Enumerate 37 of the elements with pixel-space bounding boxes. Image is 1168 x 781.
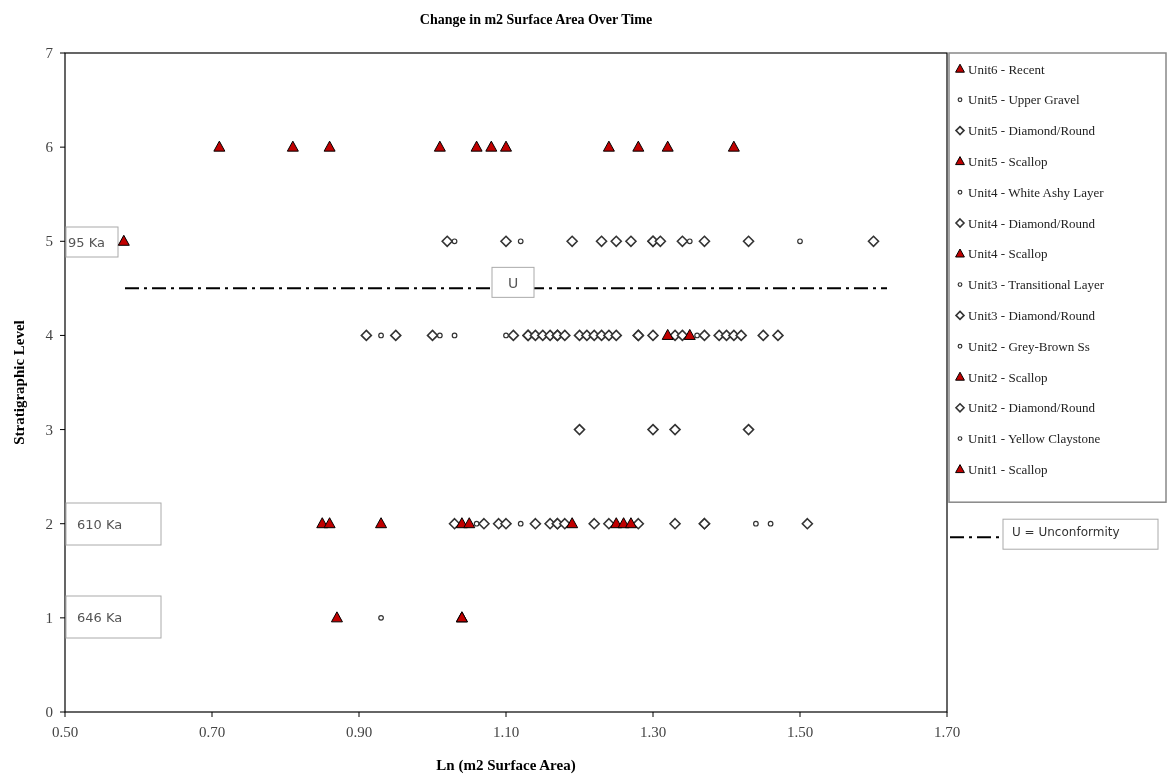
legend-label: Unit2 - Grey-Brown Ss (968, 338, 1090, 354)
x-tick-label: 1.30 (639, 724, 667, 740)
y-tick-label: 3 (45, 421, 53, 438)
legend-label: Unit5 - Diamond/Round (968, 123, 1096, 139)
legend-label: Unit4 - Scallop (968, 246, 1048, 262)
legend-label: Unit2 - Scallop (968, 369, 1048, 385)
x-tick-label: 1.50 (786, 724, 814, 740)
x-tick-label: 0.70 (198, 724, 226, 740)
legend-label: Unit5 - Scallop (968, 153, 1048, 169)
ref-line-label: U (507, 275, 519, 292)
legend-label: Unit3 - Transitional Layer (968, 277, 1105, 293)
legend-label: Unit1 - Scallop (968, 461, 1048, 477)
y-tick-label: 6 (45, 139, 54, 156)
x-tick-label: 1.10 (492, 724, 520, 740)
legend-label: Unit2 - Diamond/Round (968, 400, 1096, 416)
text: U = Unconformity (1012, 525, 1120, 540)
legend-label: Unit4 - White Ashy Layer (968, 184, 1105, 200)
y-tick-label: 5 (45, 233, 53, 250)
annotation: 646 Ka (77, 610, 123, 625)
y-tick-label: 0 (45, 704, 53, 720)
legend-label: Unit1 - Yellow Claystone (968, 431, 1101, 447)
y-tick-label: 2 (45, 515, 53, 532)
chart-title: Change in m2 Surface Area Over Time (419, 12, 653, 27)
x-tick-label: 0.50 (51, 724, 79, 740)
legend-label: Unit6 - Recent (968, 61, 1045, 77)
y-axis-title: Stratigraphic Level (11, 320, 27, 445)
annotation: 610 Ka (77, 517, 123, 532)
y-tick-label: 7 (45, 45, 54, 61)
x-axis-title: Ln (m2 Surface Area) (436, 757, 576, 774)
legend-label: Unit3 - Diamond/Round (968, 307, 1096, 323)
y-tick-label: 1 (45, 609, 53, 626)
legend-label: Unit4 - Diamond/Round (968, 215, 1096, 231)
annotation: 95 Ka (68, 235, 105, 250)
x-tick-label: 1.70 (933, 724, 961, 740)
x-tick-label: 0.90 (345, 724, 373, 740)
y-tick-label: 4 (45, 327, 54, 344)
legend-label: Unit5 - Upper Gravel (968, 92, 1080, 108)
